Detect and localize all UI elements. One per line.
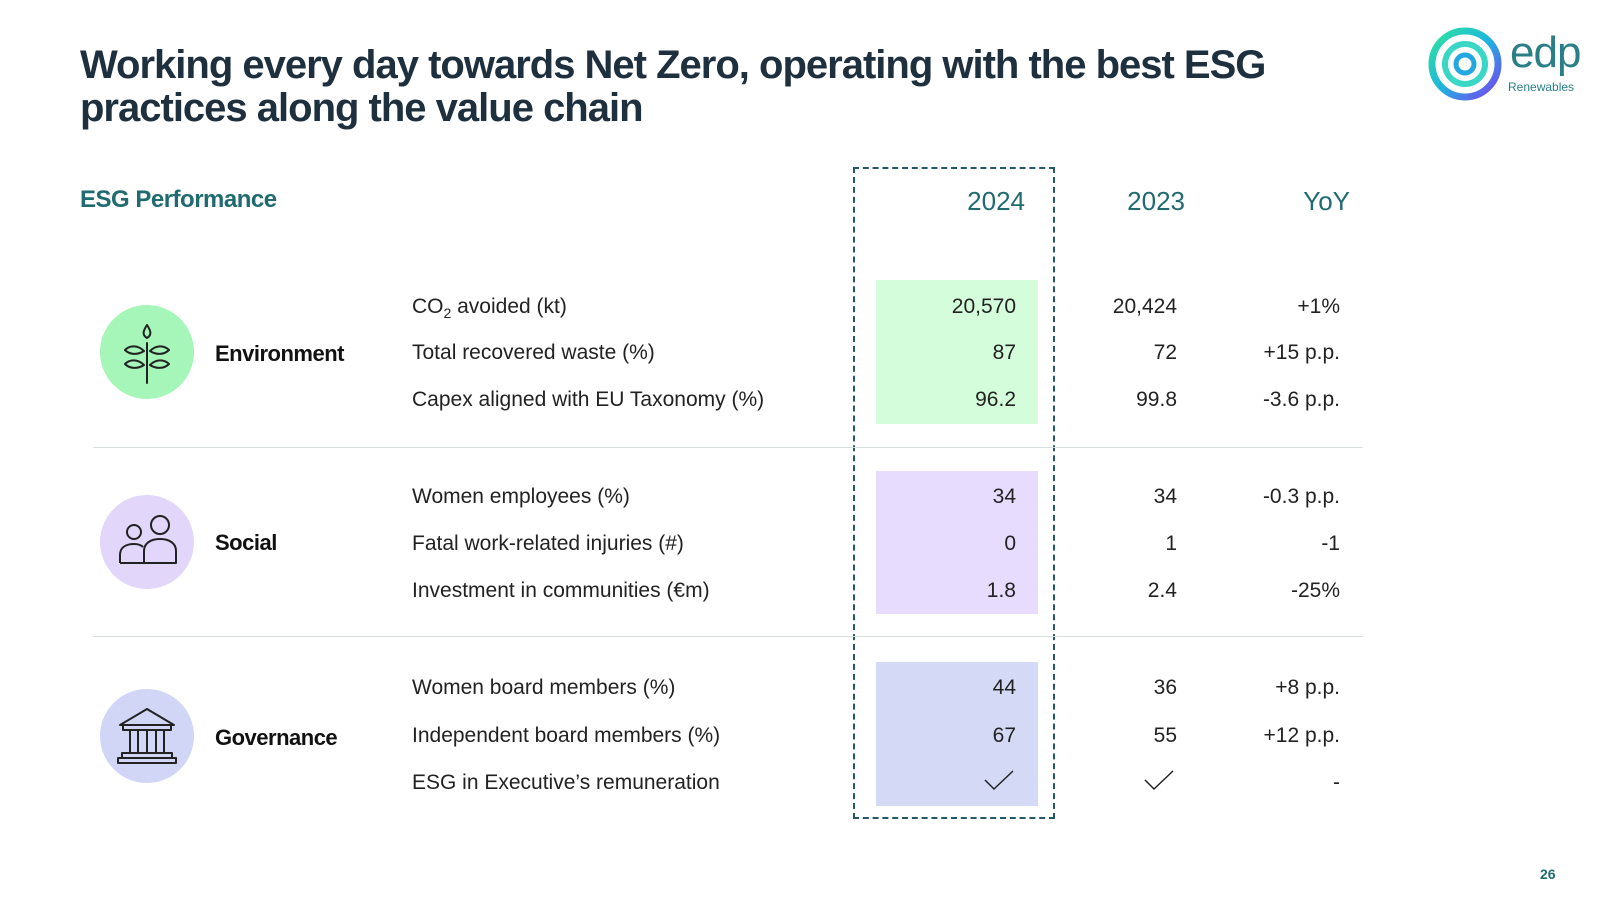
value-2024: 34 xyxy=(992,485,1016,508)
highlight-social-2024 xyxy=(876,471,1038,614)
value-2024: 20,570 xyxy=(951,295,1016,318)
highlight-frame-2024 xyxy=(853,167,1055,819)
row-label-esg-remuneration: ESG in Executive’s remuneration xyxy=(412,771,720,794)
column-header-2023: 2023 xyxy=(1127,186,1185,216)
highlight-governance-2024 xyxy=(876,662,1038,806)
value-2024: 1.8 xyxy=(986,579,1016,602)
value-yoy: +1% xyxy=(1297,295,1340,318)
value-yoy: -1 xyxy=(1321,532,1340,555)
row-label-women-board: Women board members (%) xyxy=(412,676,676,699)
value-2024: 87 xyxy=(992,341,1016,364)
value-2023: 34 xyxy=(1153,485,1177,508)
value-2024: 0 xyxy=(1004,532,1016,555)
category-social: Social xyxy=(215,530,277,555)
row-label-independent-board: Independent board members (%) xyxy=(412,724,721,747)
value-yoy: -3.6 p.p. xyxy=(1262,388,1340,411)
value-2023: 55 xyxy=(1153,724,1177,747)
row-label-capex-taxonomy: Capex aligned with EU Taxonomy (%) xyxy=(412,388,765,411)
highlight-environment-2024 xyxy=(876,280,1038,424)
row-label-recovered-waste: Total recovered waste (%) xyxy=(412,341,655,364)
edp-logo xyxy=(1425,24,1585,104)
edp-swirl-icon xyxy=(1428,27,1502,101)
value-yoy: -0.3 p.p. xyxy=(1262,485,1340,508)
page-title: Working every day towards Net Zero, oper… xyxy=(80,43,1266,130)
column-header-yoy: YoY xyxy=(1303,186,1350,216)
value-2023: 36 xyxy=(1153,676,1177,699)
value-yoy: +15 p.p. xyxy=(1263,341,1340,364)
value-yoy: - xyxy=(1333,771,1340,794)
divider-environment-social xyxy=(93,447,1363,448)
category-environment: Environment xyxy=(215,341,344,366)
row-label-co2-avoided: CO2 avoided (kt) xyxy=(412,295,567,322)
social-badge xyxy=(100,495,194,589)
section-heading: ESG Performance xyxy=(80,186,277,213)
value-2024: 67 xyxy=(992,724,1016,747)
value-2023: 2.4 xyxy=(1147,579,1177,602)
divider-social-governance xyxy=(93,636,1363,637)
value-2023: 72 xyxy=(1153,341,1177,364)
category-governance: Governance xyxy=(215,725,338,750)
page-number: 26 xyxy=(1540,866,1556,882)
checkmark-icon xyxy=(984,770,1014,791)
row-label-women-employees: Women employees (%) xyxy=(412,485,630,508)
governance-badge xyxy=(100,689,194,783)
logo-subtitle: Renewables xyxy=(1508,80,1575,94)
value-yoy: +12 p.p. xyxy=(1263,724,1340,747)
people-icon xyxy=(119,515,177,564)
value-2023: 99.8 xyxy=(1136,388,1177,411)
row-label-fatal-injuries: Fatal work-related injuries (#) xyxy=(412,532,684,555)
value-yoy: +8 p.p. xyxy=(1275,676,1340,699)
institution-icon xyxy=(117,708,177,764)
value-2024: 44 xyxy=(992,676,1016,699)
plant-icon xyxy=(124,324,170,384)
value-yoy: -25% xyxy=(1290,579,1340,602)
environment-badge xyxy=(100,305,194,399)
value-2023: 1 xyxy=(1165,532,1177,555)
checkmark-icon xyxy=(1144,770,1174,791)
row-label-investment-communities: Investment in communities (€m) xyxy=(412,579,710,602)
logo-wordmark: edp xyxy=(1510,28,1581,77)
column-header-2024: 2024 xyxy=(967,186,1025,216)
value-2023: 20,424 xyxy=(1112,295,1177,318)
value-2024: 96.2 xyxy=(975,388,1016,411)
